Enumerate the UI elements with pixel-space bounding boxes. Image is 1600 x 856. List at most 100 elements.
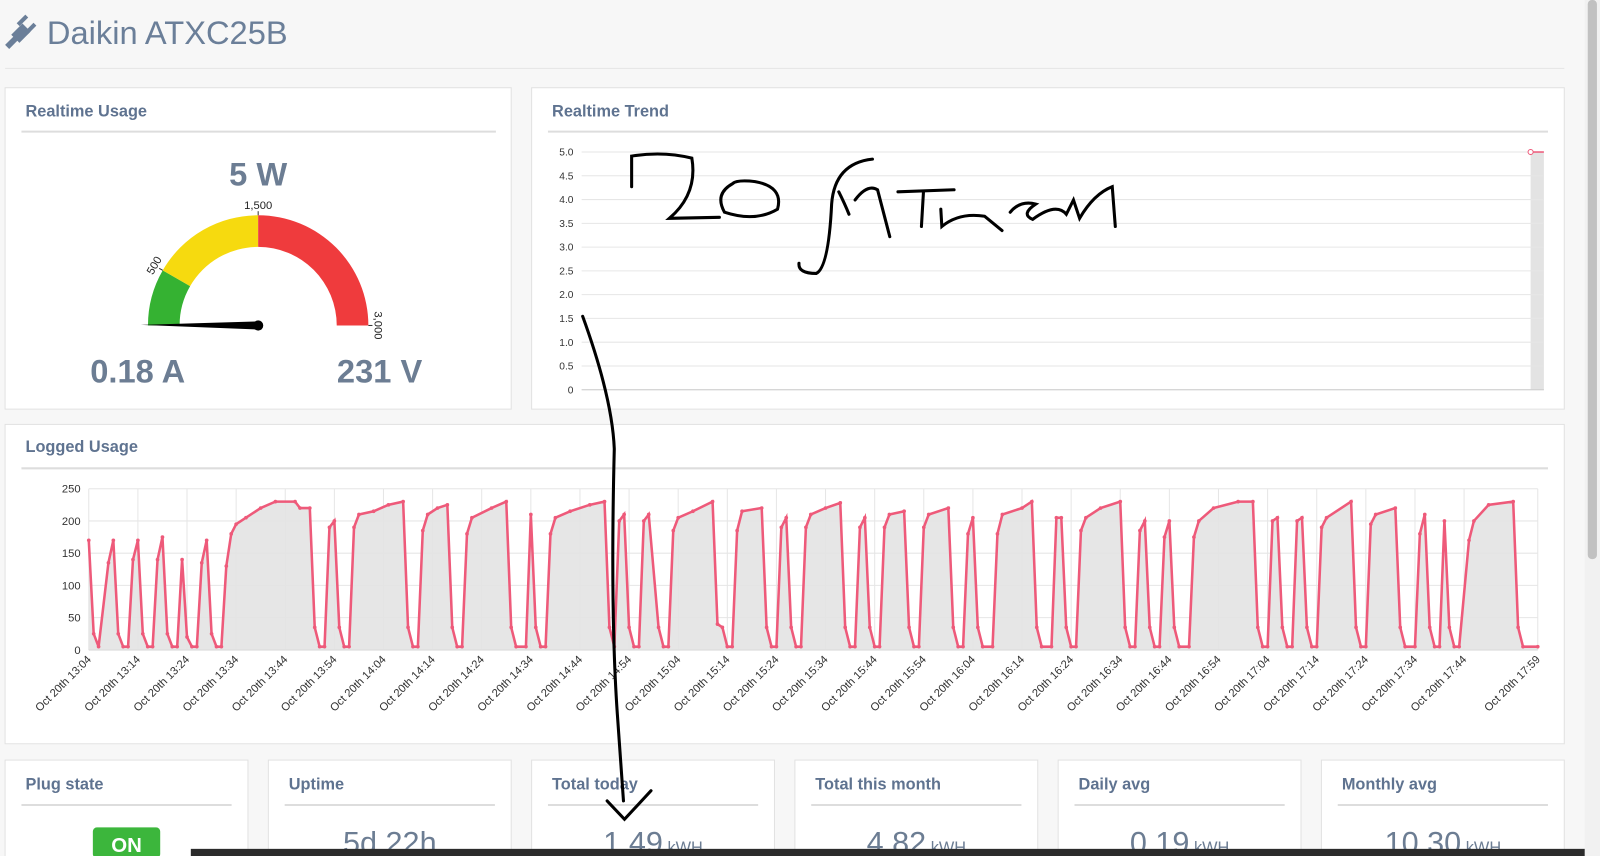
point	[116, 631, 121, 636]
point	[627, 625, 631, 630]
point	[1251, 499, 1255, 504]
point	[514, 644, 518, 649]
point	[1364, 644, 1368, 649]
y-tick-label: 150	[62, 548, 81, 560]
point	[715, 622, 720, 626]
point	[342, 644, 347, 649]
point	[921, 525, 926, 530]
point	[465, 532, 469, 536]
point	[1437, 644, 1442, 649]
point	[357, 512, 361, 517]
point	[175, 644, 180, 649]
panel	[531, 87, 1565, 410]
scrollbar-thumb[interactable]	[1587, 0, 1597, 560]
y-tick-label: 3.5	[559, 219, 573, 230]
panel-title: Logged Usage	[26, 438, 138, 456]
point	[1157, 644, 1162, 649]
point	[956, 644, 960, 649]
point	[1516, 625, 1520, 630]
point	[1368, 522, 1373, 527]
point	[784, 515, 789, 520]
point	[1422, 512, 1427, 517]
point	[799, 644, 803, 649]
point	[307, 506, 312, 510]
point	[1314, 644, 1319, 649]
point	[1452, 644, 1457, 649]
point	[229, 532, 234, 536]
point	[1079, 528, 1083, 533]
point	[740, 509, 744, 514]
y-tick-label: 1.5	[559, 314, 573, 325]
point	[347, 644, 351, 649]
point	[617, 519, 622, 523]
y-tick-label: 250	[62, 484, 81, 496]
panel-title: Realtime Trend	[552, 102, 669, 120]
point	[867, 625, 872, 630]
point	[455, 644, 459, 649]
point	[1133, 644, 1137, 649]
point	[666, 644, 671, 649]
point	[219, 644, 224, 649]
point	[460, 644, 464, 649]
point	[1084, 515, 1088, 520]
point	[872, 644, 877, 649]
point	[548, 532, 553, 536]
point	[337, 625, 342, 630]
y-tick-label: 50	[68, 613, 80, 625]
point	[1354, 625, 1358, 630]
point	[1393, 506, 1398, 510]
point	[887, 512, 892, 517]
stat-title: Daily avg	[1079, 776, 1151, 794]
point	[1255, 625, 1260, 630]
point	[1142, 519, 1147, 523]
point	[529, 512, 533, 517]
point	[145, 644, 150, 649]
point	[1472, 519, 1476, 523]
point	[853, 644, 857, 649]
point	[637, 644, 641, 649]
point	[1413, 644, 1417, 649]
point	[1074, 644, 1078, 649]
point	[165, 631, 170, 636]
point	[1467, 538, 1471, 543]
gauge-band	[258, 215, 369, 326]
point	[140, 631, 145, 636]
point	[1265, 644, 1270, 649]
point	[1457, 644, 1462, 649]
point	[661, 644, 666, 649]
point	[1270, 519, 1275, 523]
trend-point	[1527, 148, 1534, 156]
point	[691, 509, 695, 514]
point	[1319, 525, 1324, 530]
point	[975, 625, 980, 630]
gauge-needle	[140, 321, 259, 330]
point	[435, 506, 440, 510]
point	[1039, 644, 1044, 649]
point	[980, 644, 985, 649]
point	[180, 557, 184, 562]
point	[406, 625, 410, 630]
point	[224, 564, 229, 568]
point	[411, 644, 415, 649]
point	[322, 644, 327, 649]
point	[258, 506, 263, 510]
stat-title: Uptime	[289, 776, 344, 794]
point	[1020, 506, 1024, 510]
point	[489, 506, 494, 510]
point	[622, 512, 626, 517]
stat-title: Plug state	[26, 776, 104, 794]
point	[190, 644, 194, 649]
point	[1285, 644, 1290, 649]
point	[951, 625, 956, 630]
point	[416, 644, 420, 649]
y-tick-label: 100	[62, 580, 81, 592]
point	[293, 499, 297, 504]
point	[764, 625, 769, 630]
point	[1030, 499, 1034, 504]
point	[1309, 644, 1314, 649]
point	[1305, 625, 1309, 630]
point	[96, 644, 101, 649]
point	[91, 631, 96, 636]
point	[111, 538, 116, 543]
horizontal-scrollbar[interactable]	[190, 848, 1585, 856]
